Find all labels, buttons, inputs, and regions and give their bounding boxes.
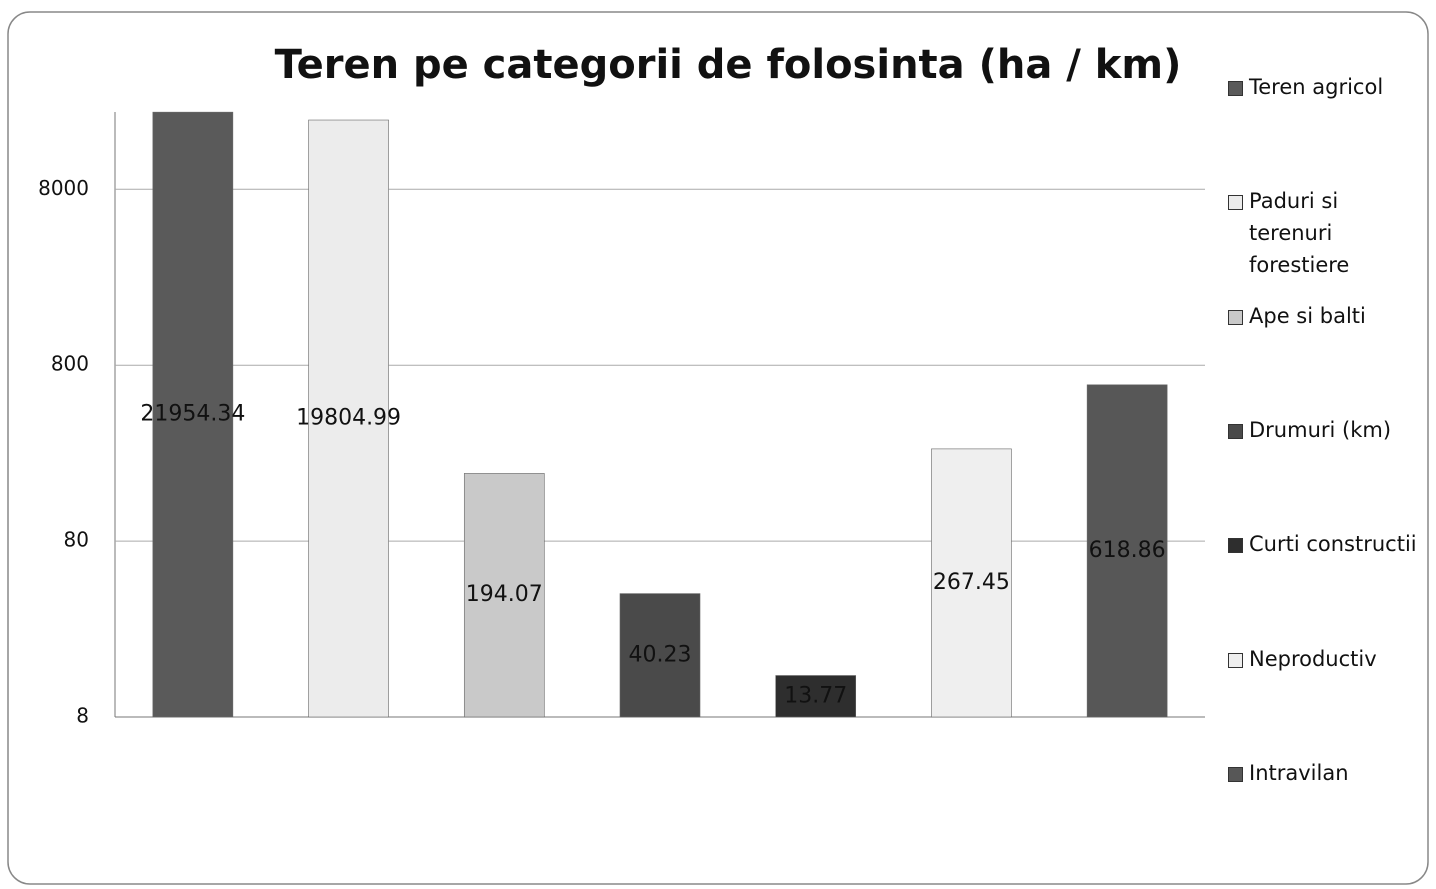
legend-swatch <box>1228 538 1243 554</box>
y-tick-label: 80 <box>64 528 89 552</box>
value-label: 21954.34 <box>140 402 245 427</box>
bar <box>152 111 234 718</box>
legend-label: Curti constructii <box>1249 532 1417 557</box>
y-tick-label: 8 <box>76 704 89 728</box>
legend-label: Intravilan <box>1249 760 1349 785</box>
legend-label: Paduri si terenuri forestiere <box>1249 189 1350 278</box>
bar <box>775 675 857 718</box>
bar <box>308 119 389 718</box>
bar <box>931 448 1012 718</box>
y-tick-label: 8000 <box>38 176 89 200</box>
bar <box>1086 384 1168 718</box>
value-label: 194.07 <box>466 582 543 607</box>
bar <box>463 473 545 718</box>
legend-item: Neproductiv <box>1228 643 1428 675</box>
value-label: 19804.99 <box>296 406 401 431</box>
legend-item: Drumuri (km) <box>1228 414 1428 446</box>
legend-item: Teren agricol <box>1228 71 1428 103</box>
legend-swatch <box>1228 195 1243 211</box>
legend-label: Drumuri (km) <box>1249 417 1392 442</box>
legend-item: Ape si balti <box>1228 300 1428 332</box>
legend-label: Teren agricol <box>1249 75 1384 99</box>
legend-swatch <box>1228 309 1243 325</box>
legend-item: Curti constructii <box>1228 528 1428 560</box>
legend-item: Intravilan <box>1228 757 1428 789</box>
legend-swatch <box>1228 81 1243 96</box>
value-label: 267.45 <box>933 570 1010 595</box>
legend-item: Paduri si terenuri forestiere <box>1228 185 1428 281</box>
chart-frame <box>7 11 1429 885</box>
legend-swatch <box>1228 423 1243 439</box>
bar <box>619 593 701 718</box>
legend-label: Neproductiv <box>1249 646 1377 671</box>
value-label: 40.23 <box>629 642 692 667</box>
y-tick-label: 800 <box>51 352 89 376</box>
chart-title: Teren pe categorii de folosinta (ha / km… <box>275 42 1182 88</box>
legend-swatch <box>1228 652 1243 668</box>
value-label: 618.86 <box>1089 538 1166 563</box>
legend-label: Ape si balti <box>1249 303 1366 328</box>
legend-swatch <box>1228 766 1243 782</box>
value-label: 13.77 <box>784 683 847 708</box>
